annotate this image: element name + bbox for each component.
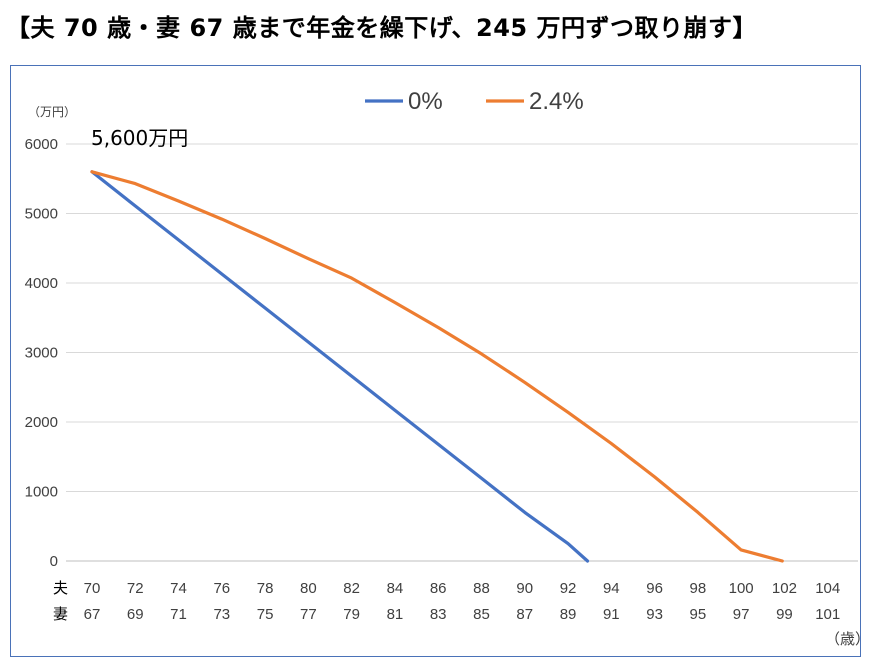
x-tick-label-husband: 80 <box>300 580 317 597</box>
x-tick-label-wife: 87 <box>516 606 533 623</box>
chart-frame <box>10 65 861 657</box>
x-tick-label-husband: 78 <box>257 580 274 597</box>
y-tick-label: 1000 <box>25 484 58 501</box>
x-tick-label-husband: 102 <box>772 580 797 597</box>
x-tick-label-husband: 72 <box>127 580 144 597</box>
y-tick-label: 6000 <box>25 136 58 153</box>
x-tick-label-wife: 97 <box>733 606 750 623</box>
legend-label: 2.4% <box>529 88 584 115</box>
x-tick-label-husband: 74 <box>170 580 187 597</box>
x-tick-label-wife: 77 <box>300 606 317 623</box>
x-tick-label-wife: 95 <box>690 606 707 623</box>
x-tick-label-wife: 79 <box>343 606 360 623</box>
legend-label: 0% <box>408 88 443 115</box>
x-tick-label-wife: 67 <box>84 606 101 623</box>
series-line-2-4- <box>90 170 784 563</box>
start-value-annotation: 5,600万円 <box>91 126 188 150</box>
y-tick-label: 5000 <box>25 206 58 223</box>
y-unit-label: （万円） <box>28 105 76 119</box>
x-tick-label-wife: 101 <box>815 606 840 623</box>
x-tick-label-husband: 82 <box>343 580 360 597</box>
x-tick-label-wife: 73 <box>213 606 230 623</box>
x-tick-label-husband: 86 <box>430 580 447 597</box>
x-tick-label-wife: 85 <box>473 606 490 623</box>
x-tick-label-wife: 75 <box>257 606 274 623</box>
x-tick-label-wife: 69 <box>127 606 144 623</box>
x-tick-label-husband: 76 <box>213 580 230 597</box>
x-tick-label-husband: 90 <box>516 580 533 597</box>
x-tick-label-husband: 94 <box>603 580 620 597</box>
x-tick-label-husband: 96 <box>646 580 663 597</box>
x-tick-label-husband: 104 <box>815 580 840 597</box>
x-tick-label-wife: 71 <box>170 606 187 623</box>
x-tick-label-husband: 98 <box>690 580 707 597</box>
x-tick-label-wife: 93 <box>646 606 663 623</box>
y-tick-label: 4000 <box>25 275 58 292</box>
x-tick-label-husband: 84 <box>387 580 404 597</box>
x-tick-label-husband: 100 <box>729 580 754 597</box>
y-tick-label: 0 <box>50 553 58 570</box>
x-tick-label-wife: 99 <box>776 606 793 623</box>
row-label-wife: 妻 <box>53 605 68 623</box>
row-label-husband: 夫 <box>53 579 68 597</box>
y-tick-label: 2000 <box>25 414 58 431</box>
x-unit-label: （歳） <box>825 631 870 648</box>
y-tick-label: 3000 <box>25 345 58 362</box>
x-tick-label-husband: 92 <box>560 580 577 597</box>
page-title: 【夫 70 歳・妻 67 歳まで年金を繰下げ、245 万円ずつ取り崩す】 <box>6 14 757 42</box>
x-tick-label-wife: 83 <box>430 606 447 623</box>
x-tick-label-wife: 91 <box>603 606 620 623</box>
series-line-0- <box>90 170 590 563</box>
x-tick-label-husband: 70 <box>84 580 101 597</box>
x-tick-label-wife: 81 <box>387 606 404 623</box>
x-tick-label-husband: 88 <box>473 580 490 597</box>
x-tick-label-wife: 89 <box>560 606 577 623</box>
